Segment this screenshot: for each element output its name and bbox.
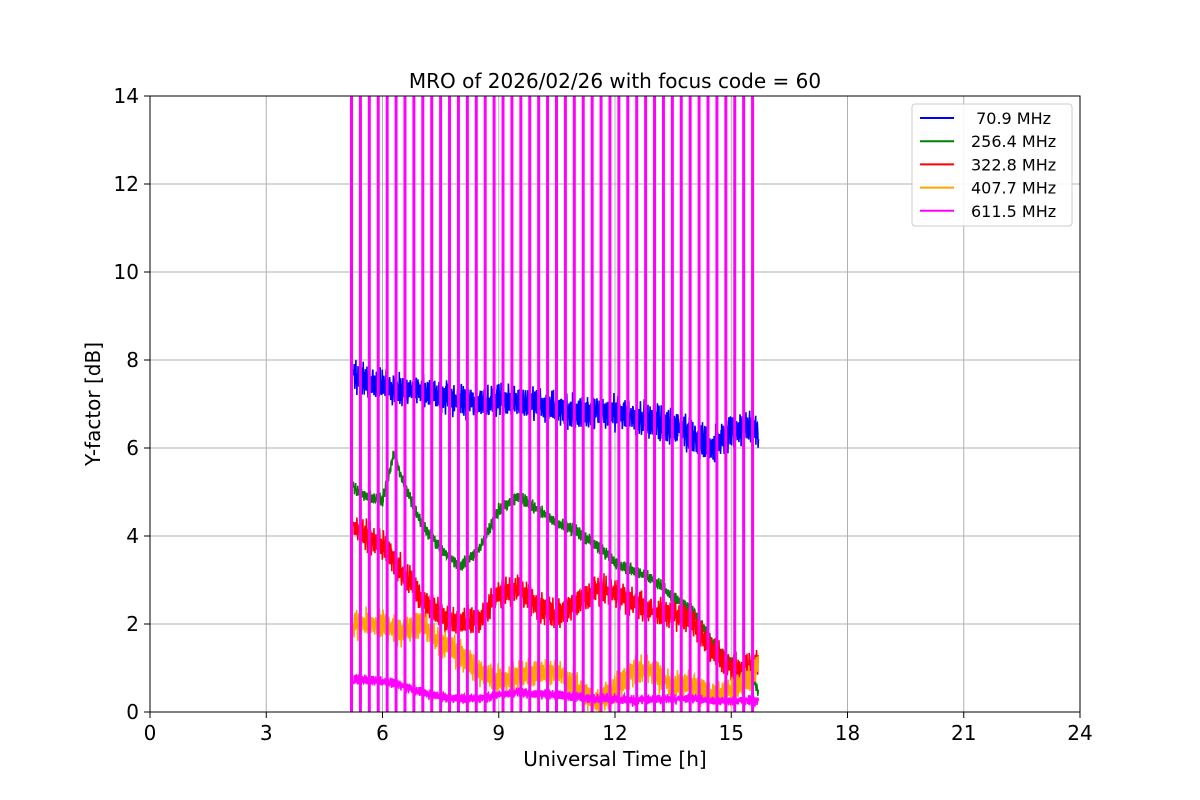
y-axis: 0 2 4 6 8 10 12 14 — [114, 84, 150, 724]
legend-label: 256.4 MHz — [971, 132, 1056, 151]
legend-label: 322.8 MHz — [971, 155, 1056, 174]
y-axis-label: Y-factor [dB] — [81, 342, 105, 467]
y-tick-label: 12 — [114, 172, 139, 196]
x-tick-label: 3 — [260, 721, 273, 745]
y-tick-label: 8 — [126, 348, 139, 372]
legend: 70.9 MHz 256.4 MHz 322.8 MHz 407.7 MHz 611.5… — [911, 103, 1073, 227]
x-axis: 0 3 6 9 12 15 18 21 24 — [144, 712, 1093, 745]
x-axis-label: Universal Time [h] — [523, 747, 706, 771]
x-tick-label: 0 — [144, 721, 157, 745]
chart-title: MRO of 2026/02/26 with focus code = 60 — [409, 69, 821, 93]
y-tick-label: 10 — [114, 260, 139, 284]
legend-label: 407.7 MHz — [971, 179, 1056, 198]
y-tick-label: 2 — [126, 612, 139, 636]
legend-box — [911, 103, 1073, 227]
y-tick-label: 6 — [126, 436, 139, 460]
y-tick-label: 0 — [126, 700, 139, 724]
x-tick-label: 12 — [602, 721, 627, 745]
x-tick-label: 24 — [1067, 721, 1092, 745]
y-tick-label: 4 — [126, 524, 139, 548]
x-tick-label: 6 — [376, 721, 389, 745]
legend-label: 70.9 MHz — [971, 109, 1051, 128]
x-tick-label: 15 — [719, 721, 744, 745]
x-tick-label: 9 — [492, 721, 505, 745]
x-tick-label: 18 — [835, 721, 860, 745]
data-layer — [350, 96, 760, 713]
y-tick-label: 14 — [114, 84, 139, 108]
legend-label: 611.5 MHz — [971, 202, 1056, 221]
x-tick-label: 21 — [951, 721, 976, 745]
